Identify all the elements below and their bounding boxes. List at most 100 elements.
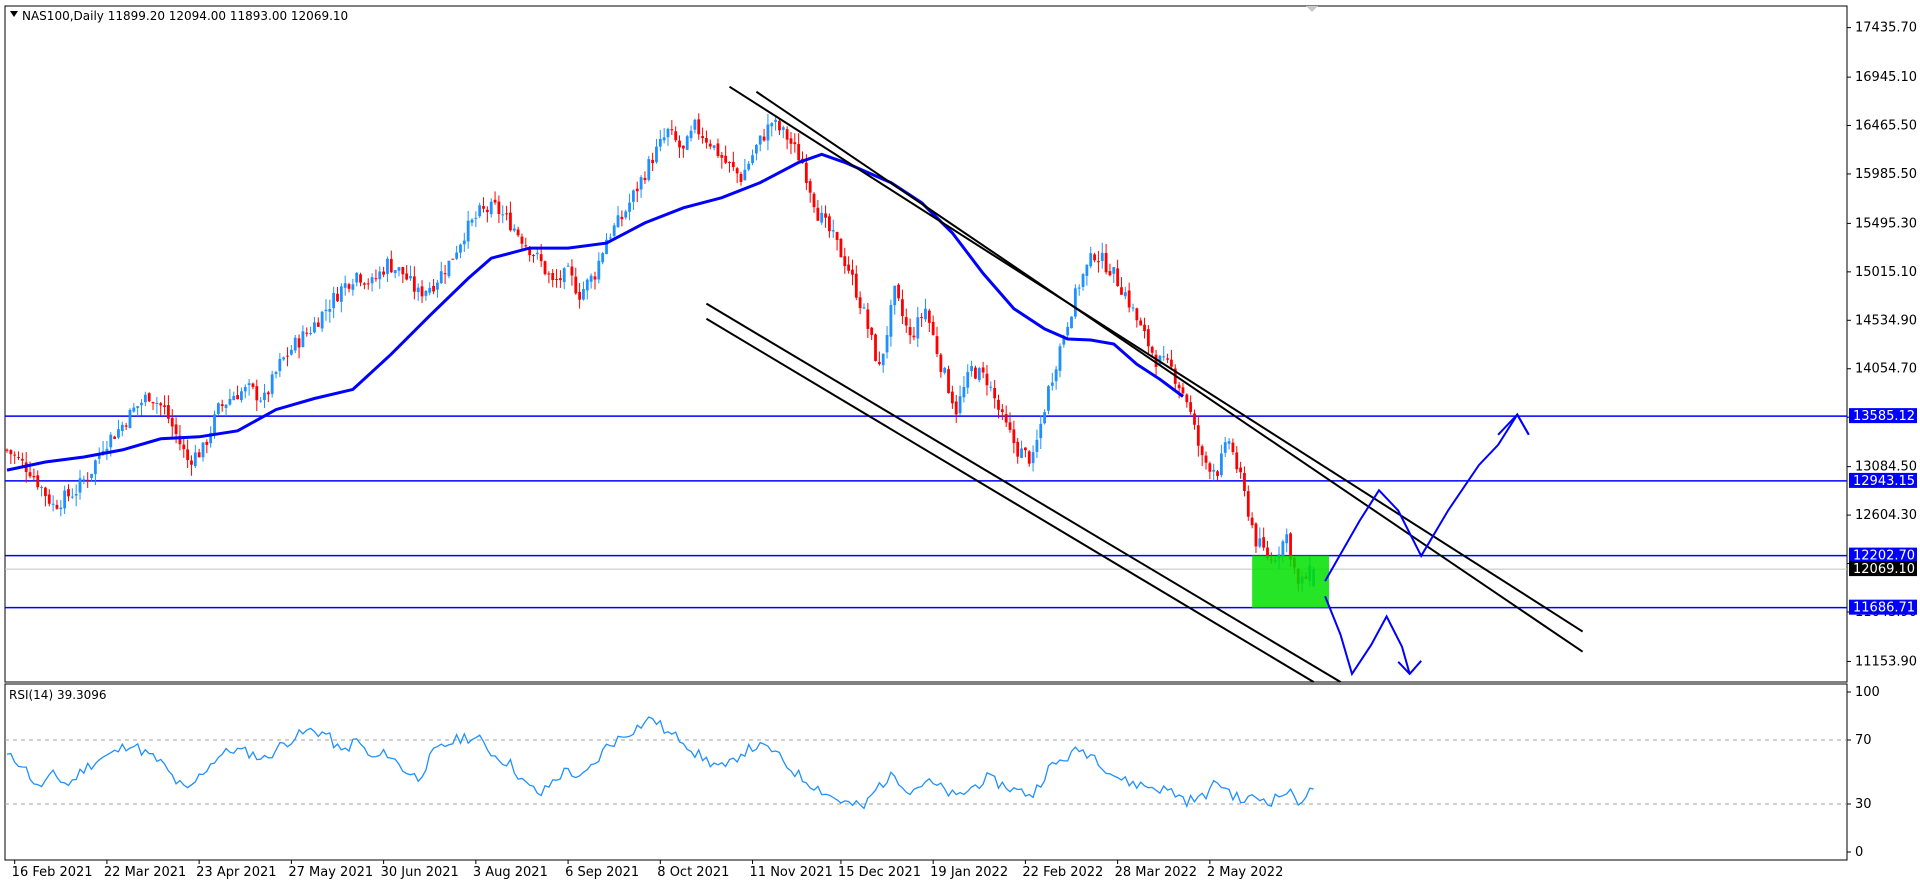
candle-body: [578, 291, 582, 300]
candle-body: [1047, 386, 1050, 411]
candle: [424, 289, 428, 301]
scroll-marker-icon[interactable]: [1306, 6, 1318, 12]
candle-body: [1127, 290, 1131, 308]
candle-body: [1054, 369, 1058, 382]
time-axis[interactable]: 16 Feb 2021 22 Mar 2021 23 Apr 2021 27 May …: [12, 860, 1284, 880]
date-tick-label: 3 Aug 2021: [473, 865, 548, 880]
candle-body: [362, 283, 366, 285]
candle-body: [251, 383, 255, 388]
level-price-tag[interactable]: [1849, 547, 1917, 563]
candle-body: [1250, 517, 1254, 526]
candle: [1250, 512, 1254, 529]
candle-body: [812, 193, 816, 208]
candle-body: [151, 402, 155, 404]
candle-body: [1116, 268, 1120, 287]
candle: [1177, 381, 1181, 399]
candle: [1127, 282, 1131, 313]
candle-body: [336, 293, 339, 302]
last-price-tag[interactable]: [1849, 561, 1917, 577]
candle: [1262, 527, 1266, 551]
candle-body: [274, 372, 278, 375]
trend-channel-lines[interactable]: [705, 85, 1584, 683]
candle-body: [297, 338, 301, 348]
candle: [1023, 447, 1027, 458]
projection-arrows[interactable]: [1324, 412, 1530, 677]
candle: [601, 251, 605, 265]
candle: [1066, 322, 1070, 340]
candle: [370, 273, 374, 292]
candle: [647, 155, 651, 182]
channel-line-2[interactable]: [705, 302, 1342, 683]
bullish-projection-arrow[interactable]: [1324, 412, 1530, 582]
candle-body: [870, 327, 874, 335]
candle-body: [601, 253, 605, 263]
candle: [743, 159, 747, 181]
green-zone-rect[interactable]: [1252, 555, 1329, 608]
candle-body: [343, 283, 347, 288]
candle-body: [820, 212, 824, 223]
candle-body: [628, 202, 631, 212]
candle-body: [82, 479, 86, 481]
level-price-tag[interactable]: [1849, 472, 1917, 488]
candle: [778, 118, 781, 135]
candle-body: [1020, 448, 1023, 458]
candle: [47, 489, 51, 507]
candle: [1135, 307, 1139, 328]
candle: [558, 270, 562, 288]
candle: [578, 282, 582, 309]
level-price-tag[interactable]: [1849, 408, 1917, 424]
candle-body: [893, 285, 897, 306]
candle-body: [562, 268, 566, 283]
candle: [90, 473, 93, 482]
candle-body: [485, 209, 489, 213]
candle: [1100, 242, 1104, 269]
candle-body: [124, 425, 128, 427]
channel-line-1[interactable]: [755, 90, 1584, 653]
channel-line-0[interactable]: [728, 85, 1584, 633]
highlight-zone[interactable]: [1252, 555, 1329, 608]
rsi-series: [5, 716, 1847, 810]
candle: [1112, 267, 1116, 284]
candle: [474, 211, 478, 228]
price-tick-label: 17435.70: [1855, 21, 1917, 36]
candle-body: [420, 286, 424, 297]
candle: [489, 198, 493, 218]
candle: [789, 131, 793, 155]
level-price-tag[interactable]: [1849, 599, 1917, 615]
candle-body: [170, 417, 174, 427]
candle: [405, 264, 409, 281]
candle: [866, 302, 870, 338]
bearish-projection-arrow[interactable]: [1324, 595, 1411, 677]
candle: [1073, 284, 1077, 319]
price-axis[interactable]: 17435.70 16945.10 16465.50 15985.50 15495.30…: [1847, 21, 1917, 670]
date-tick-label: 27 May 2021: [288, 865, 373, 880]
candle-body: [1062, 336, 1066, 345]
candle: [143, 391, 147, 407]
header-menu-triangle-icon[interactable]: [10, 11, 18, 17]
candle-body: [593, 276, 597, 280]
candle: [624, 209, 628, 220]
candle: [386, 256, 389, 282]
horizontal-levels[interactable]: [5, 415, 1847, 609]
candle-body: [839, 238, 843, 258]
candle: [459, 243, 462, 259]
candle: [240, 387, 243, 403]
candle: [263, 383, 266, 408]
candle-body: [1212, 469, 1216, 472]
candle: [355, 271, 359, 287]
candle-body: [854, 273, 858, 298]
candle-body: [432, 285, 435, 292]
candle: [662, 128, 666, 144]
candle-body: [216, 403, 220, 415]
candle-body: [1027, 451, 1031, 464]
candle: [904, 308, 908, 333]
candle: [1085, 264, 1089, 286]
channel-line-3[interactable]: [705, 317, 1315, 683]
candle-body: [9, 450, 13, 455]
candle: [1131, 303, 1135, 312]
candle: [1000, 404, 1004, 421]
candle-body: [939, 354, 943, 372]
candle: [678, 135, 681, 158]
